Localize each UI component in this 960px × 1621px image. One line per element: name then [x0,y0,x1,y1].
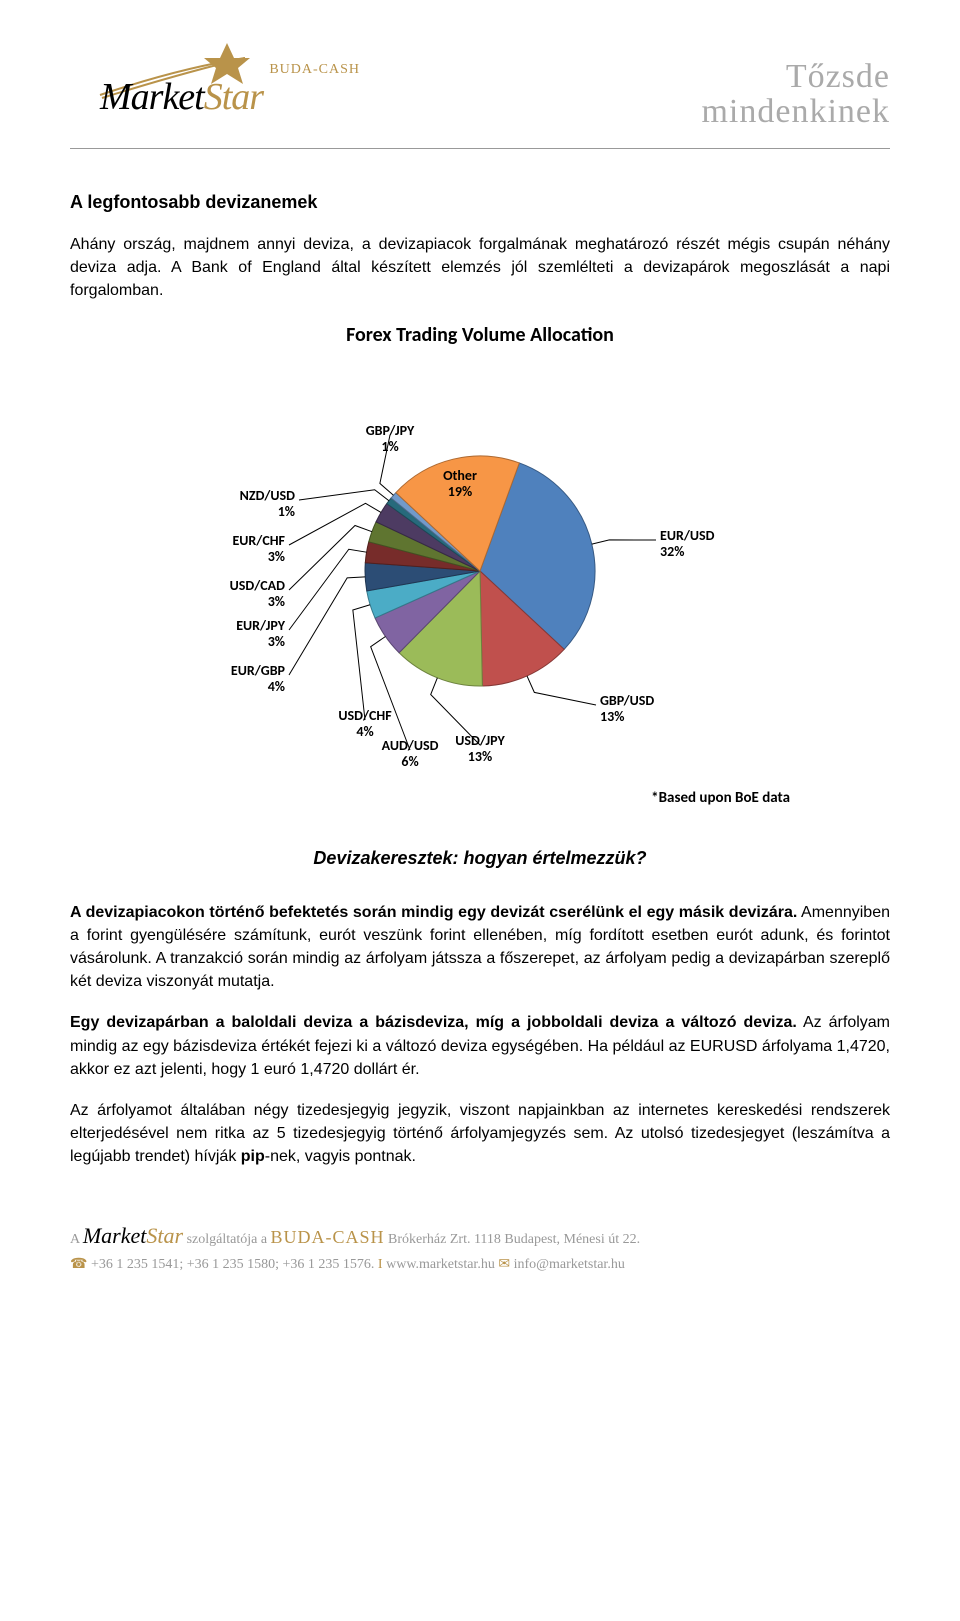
footer-phone: +36 1 235 1541; +36 1 235 1580; +36 1 23… [91,1257,374,1272]
section2-p2-bold: Egy devizapárban a baloldali deviza a bá… [70,1014,797,1031]
slice-label: NZD/USD [240,487,296,504]
footer-line1: A MarketStar szolgáltatója a BUDA-CASH B… [70,1219,890,1252]
tagline-line1: Tőzsde [701,59,890,95]
slice-label: GBP/JPY [366,422,415,439]
leader-line [353,604,370,719]
tagline-line2: mindenkinek [701,94,890,130]
slice-pct: 6% [401,753,418,770]
brand-word-market: Market [100,76,204,118]
section1-title: A legfontosabb devizanemek [70,189,890,215]
section2-p3: Az árfolyamot általában négy tizedesjegy… [70,1099,890,1169]
chart-svg-wrap: EUR/USD32%GBP/USD13%USD/JPY13%AUD/USD6%U… [190,356,770,783]
slice-label: EUR/USD [660,527,715,544]
slice-pct: 3% [268,548,285,565]
section2-p3-bold: pip [241,1148,265,1165]
web-icon: I [378,1257,386,1272]
slice-pct: 1% [381,438,398,455]
tagline: Tőzsde mindenkinek [701,59,890,130]
document-header: BUDA-CASH MarketStar Tőzsde mindenkinek [70,40,890,149]
slice-pct: 32% [660,543,684,560]
chart-footnote: *Based upon BoE data [70,788,890,810]
slice-pct: 4% [356,723,373,740]
pie-chart: EUR/USD32%GBP/USD13%USD/JPY13%AUD/USD6%U… [190,356,770,776]
slice-label: EUR/GBP [231,662,286,679]
slice-label: USD/CAD [230,577,285,594]
footer-brand-bc: BUDA-CASH [271,1227,385,1247]
section2-p2: Egy devizapárban a baloldali deviza a bá… [70,1011,890,1081]
footer-mid2: Brókerház Zrt. 1118 Budapest, Ménesi út … [388,1232,640,1247]
slice-label: Other [443,467,477,484]
section2-title: Devizakeresztek: hogyan értelmezzük? [70,845,890,871]
document-footer: A MarketStar szolgáltatója a BUDA-CASH B… [70,1219,890,1275]
footer-web: www.marketstar.hu [386,1257,495,1272]
leader-line [592,540,656,544]
slice-label: GBP/USD [600,692,654,709]
slice-pct: 3% [268,633,285,650]
slice-label: EUR/CHF [232,532,285,549]
logo-marketstar: BUDA-CASH MarketStar [70,40,370,130]
slice-pct: 4% [268,678,285,695]
footer-line2: ☎ +36 1 235 1541; +36 1 235 1580; +36 1 … [70,1254,890,1275]
phone-icon: ☎ [70,1257,91,1272]
leader-line [289,525,372,589]
leader-line [289,577,365,675]
email-icon: ✉ [498,1257,513,1272]
chart-title: Forex Trading Volume Allocation [70,321,890,350]
slice-pct: 13% [600,708,624,725]
brand-budacash-small: BUDA-CASH [269,60,360,80]
slice-pct: 13% [468,748,492,765]
slice-pct: 19% [448,483,472,500]
section2-p3-post: -nek, vagyis pontnak. [265,1148,416,1165]
slice-label: AUD/USD [382,737,439,754]
leader-line [527,676,596,705]
slice-label: USD/JPY [455,732,505,749]
brand-word-star: Star [204,76,263,118]
section1-paragraph: Ahány ország, majdnem annyi deviza, a de… [70,233,890,303]
slice-label: USD/CHF [338,707,392,724]
section2-p3-pre: Az árfolyamot általában négy tizedesjegy… [70,1102,890,1165]
section2-p1: A devizapiacokon történő befektetés sorá… [70,901,890,994]
slice-label: EUR/JPY [236,617,286,634]
slice-pct: 3% [268,593,285,610]
footer-brand-ms: MarketStar [83,1223,183,1248]
chart-container: Forex Trading Volume Allocation EUR/USD3… [70,321,890,810]
leader-line [289,503,381,545]
leader-line [289,549,367,630]
footer-email: info@marketstar.hu [514,1257,625,1272]
leader-line [299,489,389,500]
slice-pct: 1% [278,503,295,520]
footer-mid1: szolgáltatója a [187,1232,271,1247]
brand-main: MarketStar [100,70,263,125]
section2-p1-bold: A devizapiacokon történő befektetés sorá… [70,904,797,921]
footer-pre: A [70,1232,83,1247]
